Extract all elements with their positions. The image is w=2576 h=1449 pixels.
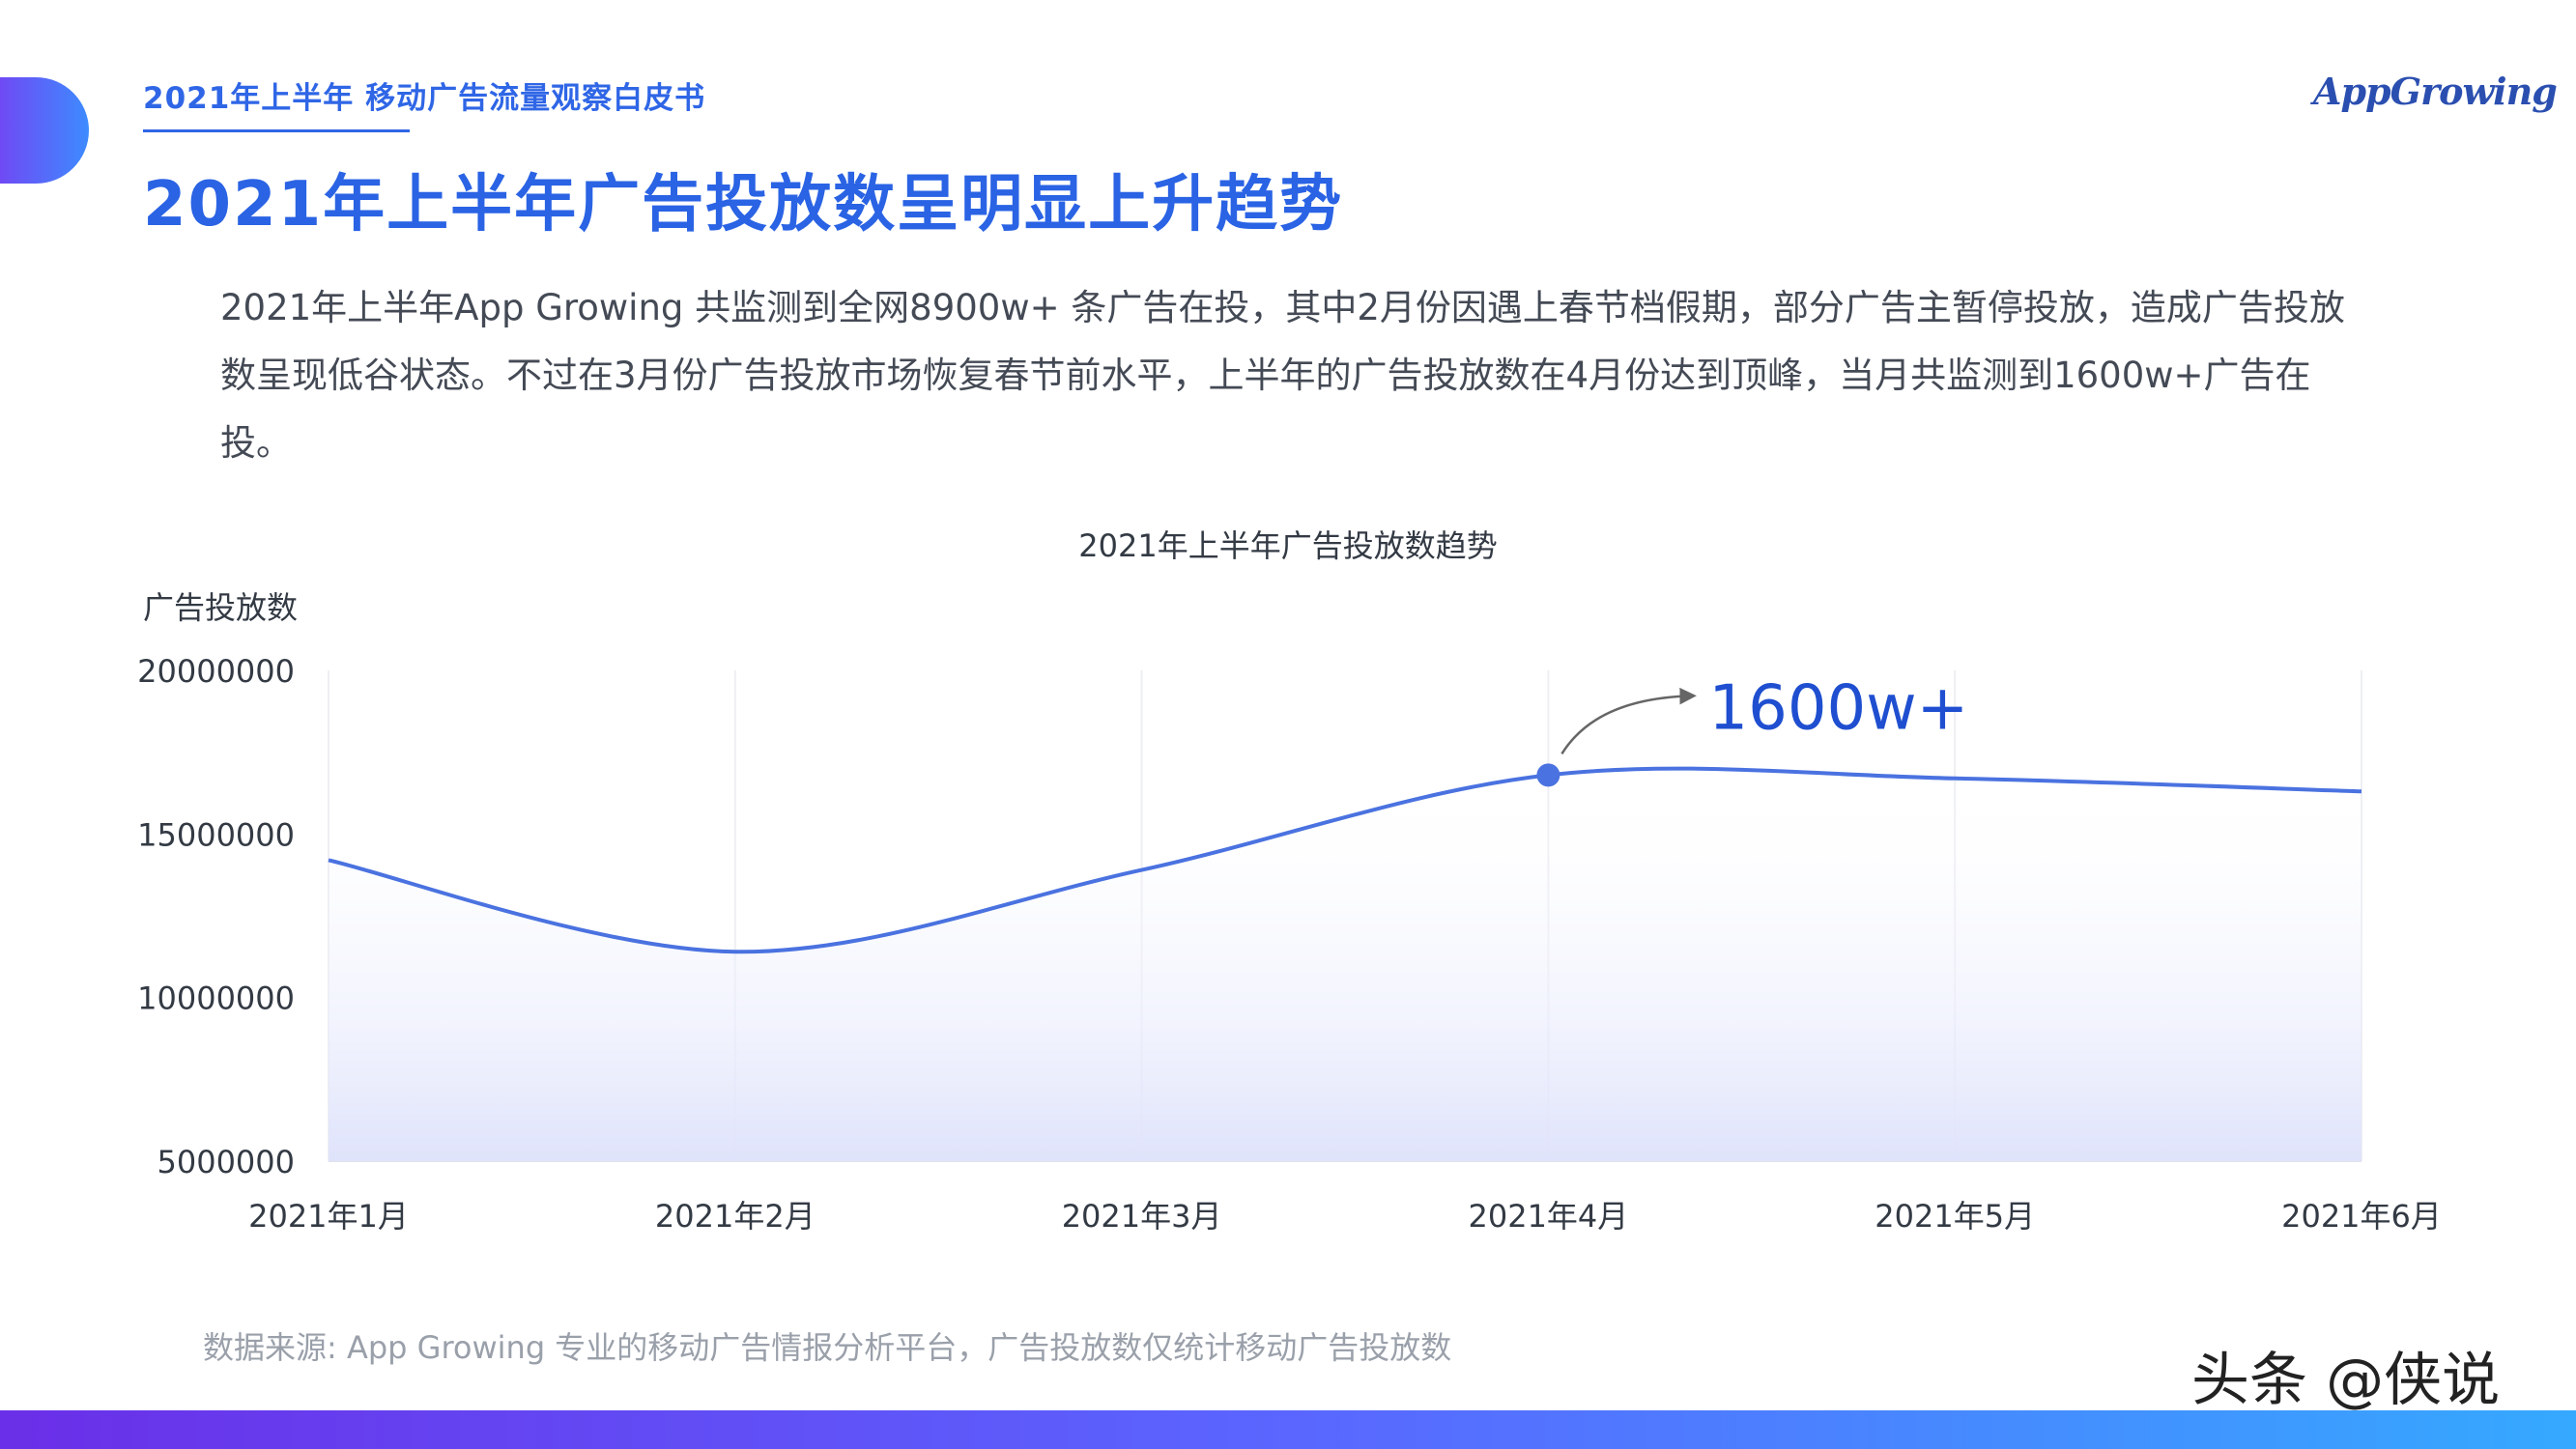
side-tab-decoration: [0, 77, 89, 184]
series-line: [328, 766, 2362, 954]
x-tick-label: 2021年4月: [1468, 1198, 1628, 1235]
x-tick-label: 2021年6月: [2281, 1198, 2442, 1235]
intro-paragraph: 2021年上半年App Growing 共监测到全网8900w+ 条广告在投，其…: [220, 287, 2345, 464]
watermark: 头条 @侠说: [2191, 1347, 2501, 1414]
annotation-arrow: [1560, 687, 1697, 755]
chart-title: 2021年上半年广告投放数趋势: [1078, 527, 1498, 564]
x-tick-label: 2021年5月: [1875, 1198, 2035, 1235]
x-tick-label: 2021年1月: [248, 1198, 409, 1235]
x-tick-label: 2021年3月: [1062, 1198, 1222, 1235]
area-fill: [329, 768, 2361, 1161]
y-tick-label: 15000000: [137, 816, 295, 853]
y-tick-label: 20000000: [137, 653, 295, 690]
peak-point: [1536, 763, 1560, 787]
subtitle-underline: [143, 129, 410, 132]
data-source-note: 数据来源: App Growing 专业的移动广告情报分析平台，广告投放数仅统计…: [203, 1329, 1452, 1366]
y-tick-label: 10000000: [137, 980, 295, 1017]
x-tick-label: 2021年2月: [655, 1198, 816, 1235]
y-tick-label: 5000000: [157, 1144, 295, 1180]
y-axis-label: 广告投放数: [143, 589, 299, 626]
bottom-gradient-bar: [0, 1410, 2576, 1449]
peak-annotation-label: 1600w+: [1708, 672, 1968, 744]
trend-chart: 20000000 15000000 10000000 5000000 2021年1月 2…: [137, 653, 2442, 1235]
page-title: 2021年上半年广告投放数呈明显上升趋势: [143, 169, 1344, 241]
report-subtitle: 2021年上半年 移动广告流量观察白皮书: [143, 81, 706, 116]
